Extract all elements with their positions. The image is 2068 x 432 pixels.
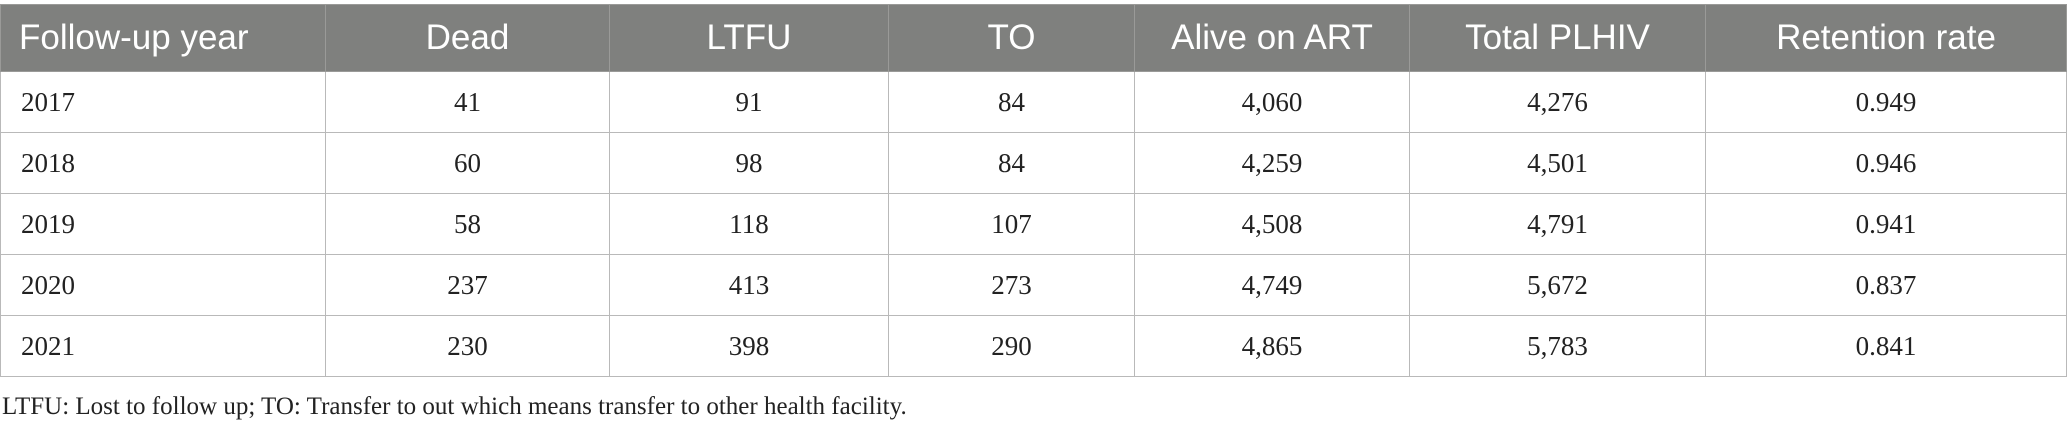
cell-retention-rate: 0.941 (1705, 193, 2067, 255)
cell-total-plhiv: 4,791 (1409, 193, 1706, 255)
data-table-container: Follow-up year Dead LTFU TO Alive on ART… (0, 4, 2067, 377)
cell-ltfu: 398 (609, 315, 889, 377)
cell-follow-up-year: 2021 (0, 315, 326, 377)
cell-retention-rate: 0.949 (1705, 71, 2067, 133)
cell-total-plhiv: 5,672 (1409, 254, 1706, 316)
table-row: 2017 41 91 84 4,060 4,276 0.949 (0, 71, 2067, 133)
cell-follow-up-year: 2018 (0, 132, 326, 194)
cell-alive-on-art: 4,749 (1134, 254, 1410, 316)
cell-alive-on-art: 4,865 (1134, 315, 1410, 377)
table-row: 2020 237 413 273 4,749 5,672 0.837 (0, 254, 2067, 316)
cell-dead: 230 (325, 315, 610, 377)
cell-dead: 58 (325, 193, 610, 255)
header-row: Follow-up year Dead LTFU TO Alive on ART… (0, 4, 2067, 72)
cell-ltfu: 91 (609, 71, 889, 133)
column-header-follow-up-year: Follow-up year (0, 4, 326, 72)
cell-dead: 237 (325, 254, 610, 316)
cell-retention-rate: 0.837 (1705, 254, 2067, 316)
cell-retention-rate: 0.946 (1705, 132, 2067, 194)
retention-table: Follow-up year Dead LTFU TO Alive on ART… (0, 4, 2067, 377)
cell-retention-rate: 0.841 (1705, 315, 2067, 377)
cell-alive-on-art: 4,259 (1134, 132, 1410, 194)
column-header-retention-rate: Retention rate (1705, 4, 2067, 72)
column-header-dead: Dead (325, 4, 610, 72)
cell-alive-on-art: 4,508 (1134, 193, 1410, 255)
cell-ltfu: 118 (609, 193, 889, 255)
cell-ltfu: 98 (609, 132, 889, 194)
table-row: 2021 230 398 290 4,865 5,783 0.841 (0, 315, 2067, 377)
cell-to: 84 (888, 71, 1135, 133)
table-row: 2018 60 98 84 4,259 4,501 0.946 (0, 132, 2067, 194)
table-footnote: LTFU: Lost to follow up; TO: Transfer to… (2, 393, 907, 420)
cell-total-plhiv: 5,783 (1409, 315, 1706, 377)
cell-to: 290 (888, 315, 1135, 377)
column-header-alive-on-art: Alive on ART (1134, 4, 1410, 72)
table-row: 2019 58 118 107 4,508 4,791 0.941 (0, 193, 2067, 255)
column-header-total-plhiv: Total PLHIV (1409, 4, 1706, 72)
column-header-to: TO (888, 4, 1135, 72)
cell-follow-up-year: 2017 (0, 71, 326, 133)
column-header-ltfu: LTFU (609, 4, 889, 72)
cell-follow-up-year: 2020 (0, 254, 326, 316)
cell-dead: 60 (325, 132, 610, 194)
cell-alive-on-art: 4,060 (1134, 71, 1410, 133)
cell-to: 84 (888, 132, 1135, 194)
cell-to: 107 (888, 193, 1135, 255)
cell-dead: 41 (325, 71, 610, 133)
cell-to: 273 (888, 254, 1135, 316)
cell-total-plhiv: 4,276 (1409, 71, 1706, 133)
cell-ltfu: 413 (609, 254, 889, 316)
cell-follow-up-year: 2019 (0, 193, 326, 255)
cell-total-plhiv: 4,501 (1409, 132, 1706, 194)
